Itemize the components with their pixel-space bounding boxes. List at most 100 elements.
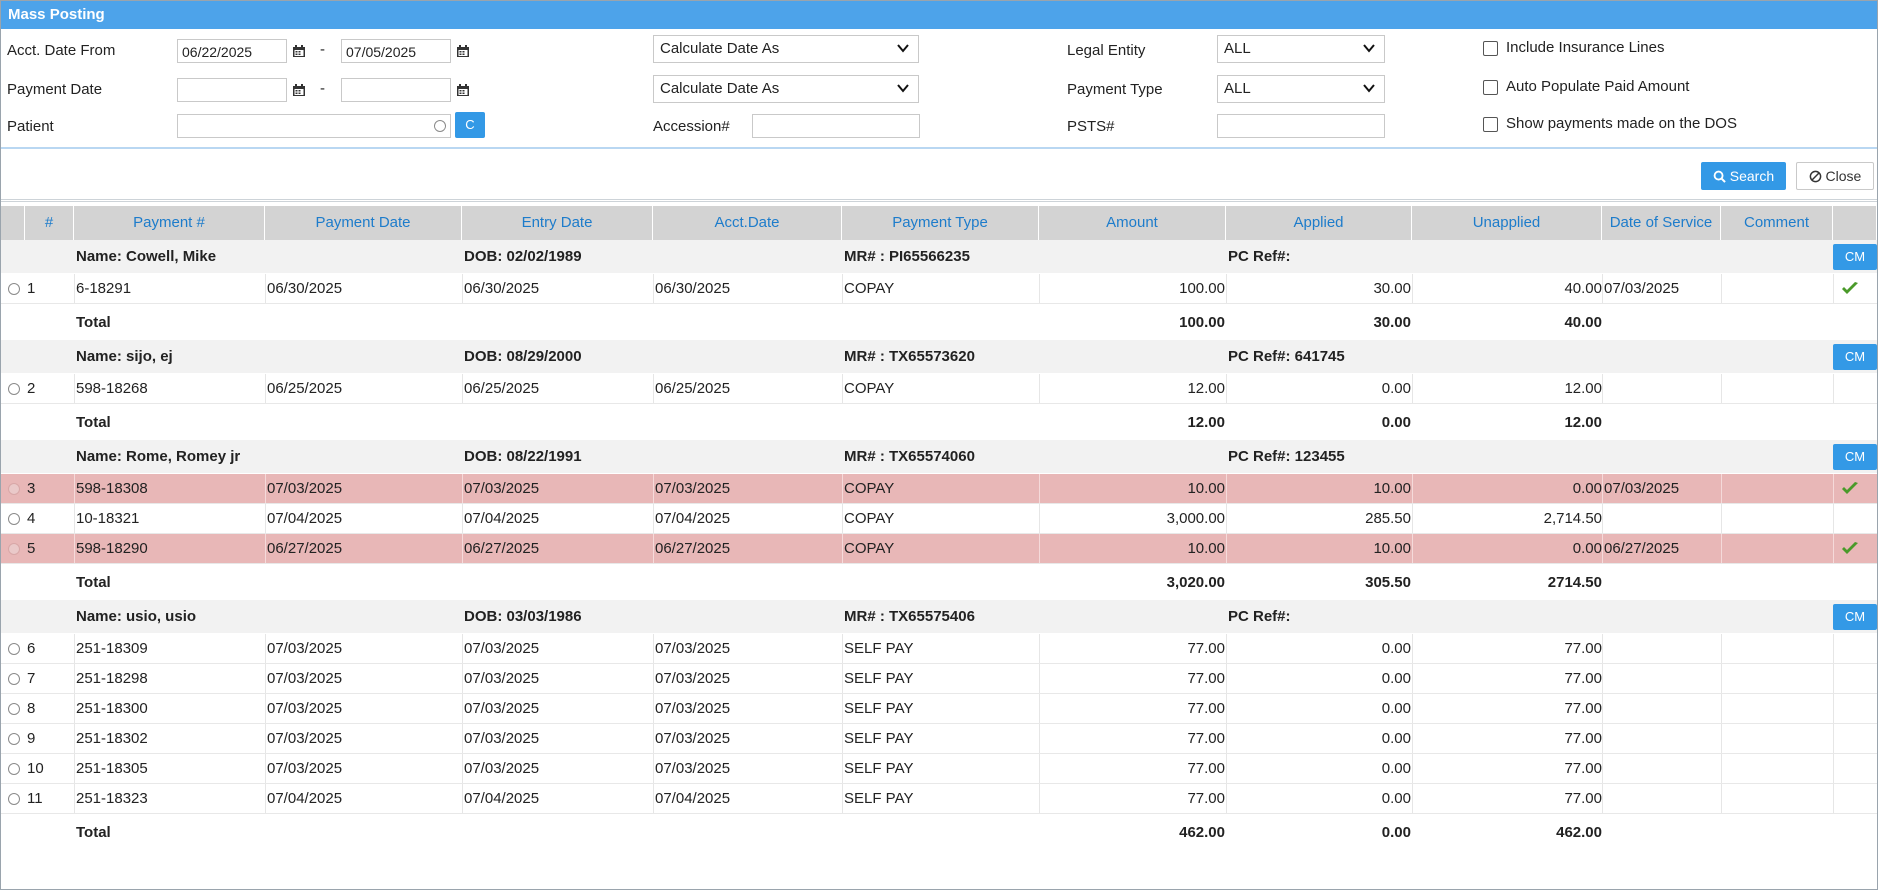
col-date-of-service-header[interactable]: Date of Service (1602, 206, 1721, 240)
col-payment-number-header[interactable]: Payment # (74, 206, 265, 240)
cm-button[interactable]: CM (1833, 244, 1877, 270)
payment-date-from-input[interactable] (177, 78, 287, 102)
col-applied-header[interactable]: Applied (1226, 206, 1412, 240)
table-row[interactable]: 1 6-18291 06/30/2025 06/30/2025 06/30/2025 CO… (1, 274, 1877, 304)
amount: 77.00 (1187, 760, 1225, 777)
payment-number: 251-18323 (76, 790, 148, 807)
row-select-radio[interactable] (8, 543, 20, 555)
payment-number: 10-18321 (76, 510, 140, 527)
table-row[interactable]: 9 251-18302 07/03/2025 07/03/2025 07/03/2025… (1, 724, 1877, 754)
include-insurance-checkbox[interactable] (1483, 41, 1498, 56)
auto-populate-checkbox[interactable] (1483, 80, 1498, 95)
column-divider (653, 754, 654, 783)
col-payment-date-header[interactable]: Payment Date (265, 206, 462, 240)
accession-input[interactable] (752, 114, 920, 138)
payment-date: 07/03/2025 (267, 640, 343, 657)
psts-input[interactable] (1217, 114, 1385, 138)
table-row[interactable]: 3 598-18308 07/03/2025 07/03/2025 07/03/2025… (1, 474, 1877, 504)
table-row[interactable]: 7 251-18298 07/03/2025 07/03/2025 07/03/2025… (1, 664, 1877, 694)
close-button[interactable]: Close (1796, 162, 1874, 190)
entry-date: 07/03/2025 (464, 730, 540, 747)
payment-type: SELF PAY (844, 790, 914, 807)
row-select-radio[interactable] (8, 483, 20, 495)
payment-date-to-input[interactable] (341, 78, 451, 102)
applied: 0.00 (1381, 700, 1411, 717)
patient-mr: MR# : TX65574060 (844, 448, 975, 465)
row-select-radio[interactable] (8, 513, 20, 525)
table-row[interactable]: 5 598-18290 06/27/2025 06/27/2025 06/27/2025… (1, 534, 1877, 564)
unapplied: 77.00 (1564, 640, 1602, 657)
total-label: Total (76, 823, 111, 841)
payment-type-select[interactable]: ALL (1217, 75, 1385, 103)
column-divider (1039, 754, 1040, 783)
column-divider (842, 694, 843, 723)
column-divider (462, 634, 463, 663)
row-select-radio[interactable] (8, 643, 20, 655)
col-acct-date-header[interactable]: Acct.Date (653, 206, 842, 240)
col-unapplied-header[interactable]: Unapplied (1412, 206, 1602, 240)
patient-clear-icon[interactable] (434, 120, 446, 132)
acct-date: 07/03/2025 (655, 640, 731, 657)
calculate-date-select-2[interactable]: Calculate Date As (653, 75, 919, 103)
column-divider (265, 634, 266, 663)
date-range-dash: - (320, 41, 325, 58)
row-select-radio[interactable] (8, 383, 20, 395)
cm-button[interactable]: CM (1833, 604, 1877, 630)
col-number-header[interactable]: # (25, 206, 74, 240)
calendar-icon[interactable] (292, 83, 306, 97)
applied: 0.00 (1381, 730, 1411, 747)
grid-header: # Payment # Payment Date Entry Date Acct.Dat… (1, 206, 1877, 240)
calendar-icon[interactable] (456, 44, 470, 58)
column-divider (265, 504, 266, 533)
acct-date-from-input[interactable]: 06/22/2025 (177, 39, 287, 63)
calculate-date-select-1[interactable]: Calculate Date As (653, 35, 919, 63)
show-payments-dos-checkbox[interactable] (1483, 117, 1498, 132)
column-divider (1412, 754, 1413, 783)
checkmark-icon (1842, 282, 1858, 294)
table-row[interactable]: 6 251-18309 07/03/2025 07/03/2025 07/03/2025… (1, 634, 1877, 664)
payment-type: COPAY (844, 480, 895, 497)
col-entry-date-header[interactable]: Entry Date (462, 206, 653, 240)
patient-input[interactable] (177, 114, 451, 138)
calendar-icon[interactable] (292, 44, 306, 58)
column-divider (462, 784, 463, 813)
table-row[interactable]: 2 598-18268 06/25/2025 06/25/2025 06/25/2025… (1, 374, 1877, 404)
table-row[interactable]: 8 251-18300 07/03/2025 07/03/2025 07/03/2025… (1, 694, 1877, 724)
payment-type: SELF PAY (844, 700, 914, 717)
table-row[interactable]: 4 10-18321 07/04/2025 07/04/2025 07/04/2025 C… (1, 504, 1877, 534)
col-payment-type-header[interactable]: Payment Type (842, 206, 1039, 240)
c-button[interactable]: C (455, 112, 485, 138)
total-label: Total (76, 573, 111, 591)
date-of-service (1604, 504, 1721, 533)
column-divider (74, 694, 75, 723)
column-divider (74, 754, 75, 783)
column-divider (1039, 724, 1040, 753)
calendar-icon[interactable] (456, 83, 470, 97)
cm-button[interactable]: CM (1833, 444, 1877, 470)
row-number: 3 (27, 480, 36, 497)
patient-dob: DOB: 03/03/1986 (464, 608, 582, 625)
row-select-radio[interactable] (8, 673, 20, 685)
entry-date: 07/04/2025 (464, 790, 540, 807)
column-divider (842, 724, 843, 753)
entry-date: 06/30/2025 (464, 280, 540, 297)
table-row[interactable]: 10 251-18305 07/03/2025 07/03/2025 07/03/202… (1, 754, 1877, 784)
row-select-radio[interactable] (8, 733, 20, 745)
table-row[interactable]: 11 251-18323 07/04/2025 07/04/2025 07/04/202… (1, 784, 1877, 814)
column-divider (1226, 724, 1227, 753)
row-select-radio[interactable] (8, 283, 20, 295)
col-comment-header[interactable]: Comment (1721, 206, 1833, 240)
acct-date-to-input[interactable]: 07/05/2025 (341, 39, 451, 63)
row-select-radio[interactable] (8, 793, 20, 805)
row-select-radio[interactable] (8, 703, 20, 715)
cm-button[interactable]: CM (1833, 344, 1877, 370)
row-select-radio[interactable] (8, 763, 20, 775)
payment-type: SELF PAY (844, 760, 914, 777)
column-divider (462, 374, 463, 403)
acct-date: 07/03/2025 (655, 700, 731, 717)
legal-entity-select[interactable]: ALL (1217, 35, 1385, 63)
column-divider (74, 784, 75, 813)
acct-date: 06/25/2025 (655, 380, 731, 397)
search-button[interactable]: Search (1701, 162, 1786, 190)
col-amount-header[interactable]: Amount (1039, 206, 1226, 240)
